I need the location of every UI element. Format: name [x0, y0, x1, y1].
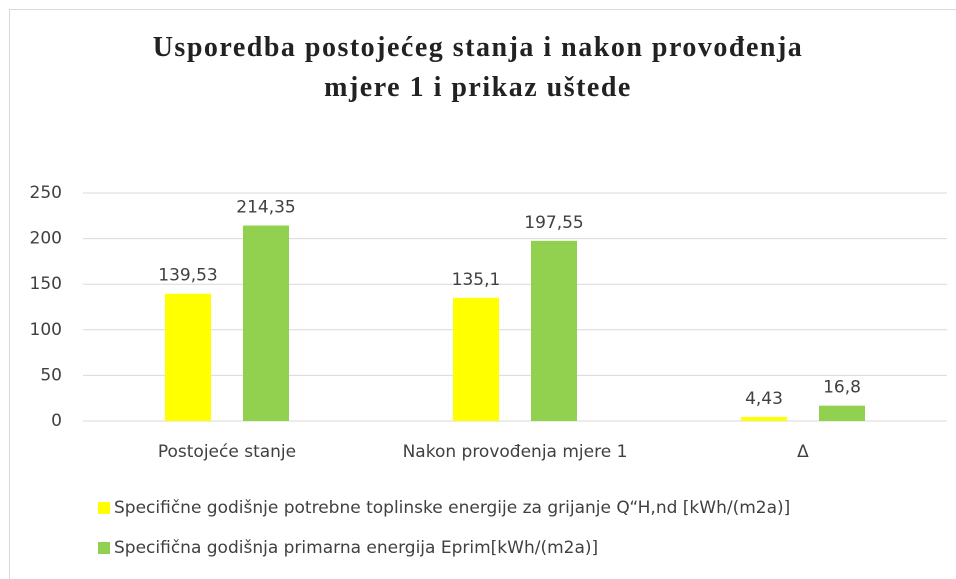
y-tick-label: 200 [30, 229, 62, 249]
x-tick-label: Nakon provođenja mjere 1 [403, 442, 628, 462]
value-label: 4,43 [745, 389, 783, 409]
legend-swatch [98, 542, 110, 554]
chart-title: Usporedba postojećeg stanja i nakon prov… [152, 32, 804, 103]
legend-swatch [98, 502, 110, 514]
bar [819, 405, 865, 421]
bar [243, 225, 289, 421]
value-label: 135,1 [452, 270, 501, 290]
y-tick-label: 0 [51, 411, 62, 431]
bar [741, 416, 787, 421]
x-tick-label: Δ [797, 442, 809, 462]
bar [165, 293, 211, 421]
legend-label: Specifične godišnje potrebne toplinske e… [114, 498, 790, 518]
y-tick-label: 150 [30, 274, 62, 294]
chart-border [9, 9, 956, 579]
bar [453, 297, 499, 421]
value-label: 139,53 [158, 266, 217, 286]
y-tick-label: 100 [30, 320, 62, 340]
bar [531, 240, 577, 421]
x-tick-label: Postojeće stanje [158, 442, 296, 462]
y-tick-label: 50 [40, 365, 62, 385]
y-tick-label: 250 [30, 183, 62, 203]
legend-label: Specifična godišnja primarna energija Ep… [114, 538, 598, 558]
value-label: 197,55 [524, 213, 583, 233]
value-label: 16,8 [823, 378, 861, 398]
value-label: 214,35 [236, 198, 295, 218]
